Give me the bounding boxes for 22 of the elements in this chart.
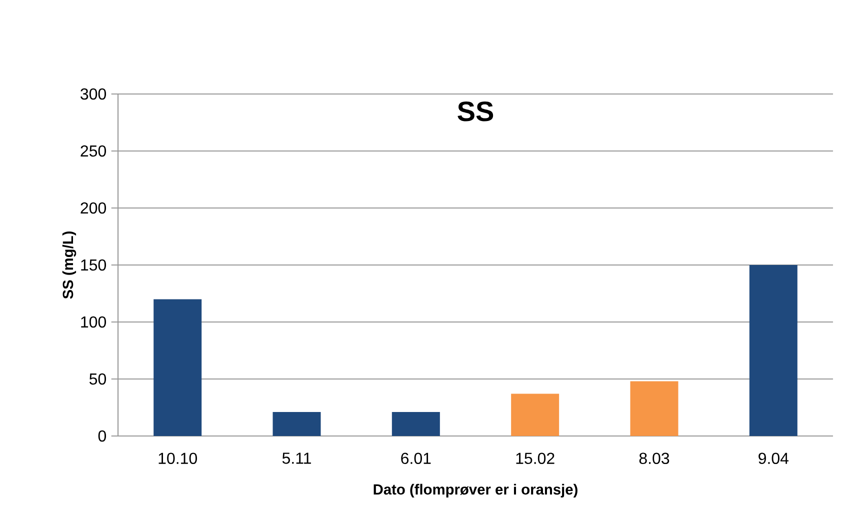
x-tick-label: 15.02 <box>516 452 554 464</box>
bar <box>749 264 798 436</box>
y-tick-label: 250 <box>80 145 106 157</box>
y-tick-label: 300 <box>80 88 106 100</box>
x-tick-label: 10.10 <box>158 452 197 464</box>
bar <box>392 412 440 436</box>
chart-title: SS <box>458 101 494 122</box>
x-tick-label: 9.04 <box>758 452 789 464</box>
bar <box>154 299 202 436</box>
bar <box>511 394 560 436</box>
y-tick-label: 0 <box>98 430 106 442</box>
y-tick-label: 150 <box>81 259 106 271</box>
x-tick-label: 5.11 <box>282 452 311 464</box>
bar <box>630 381 678 436</box>
x-tick-label: 6.01 <box>401 452 431 464</box>
y-tick-label: 50 <box>89 373 106 385</box>
y-tick-label: 100 <box>81 316 106 328</box>
x-axis-title: Dato (flomprøver er i oransje) <box>374 484 578 498</box>
y-tick-label: 200 <box>80 202 106 214</box>
x-tick-label: 8.03 <box>639 452 670 464</box>
bar <box>272 412 321 436</box>
y-axis-title: SS (mg/L) <box>62 232 76 299</box>
